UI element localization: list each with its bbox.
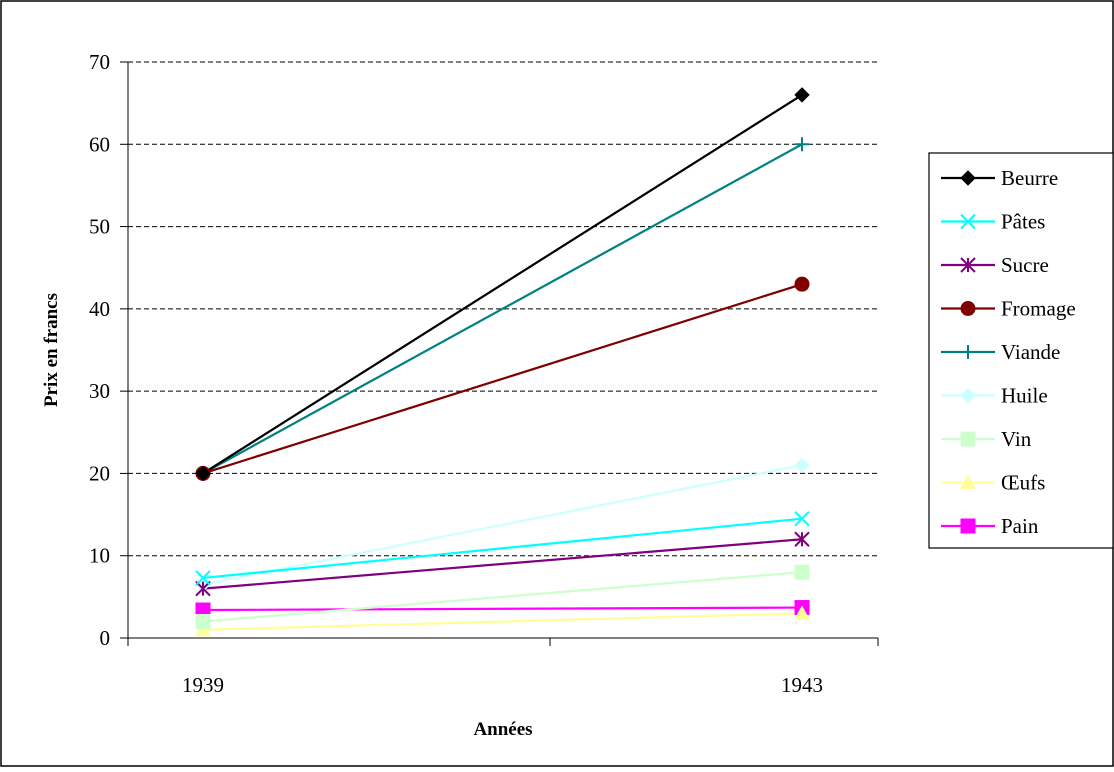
legend-label: Huile [1001, 384, 1048, 408]
series-line-3 [202, 283, 803, 475]
legend-label: Vin [1001, 427, 1032, 451]
legend-item: Œufs [941, 471, 1045, 495]
y-tick-label: 70 [89, 50, 110, 74]
legend-marker [960, 301, 976, 316]
y-tick-label: 40 [89, 297, 110, 321]
x-tick-label: 1939 [182, 673, 224, 697]
legend-marker [960, 431, 976, 447]
legend-marker [960, 213, 976, 230]
legend-label: Pain [1001, 514, 1039, 538]
y-tick-label: 30 [89, 379, 110, 403]
y-tick-label: 60 [89, 132, 110, 156]
legend-label: Fromage [1001, 297, 1076, 321]
data-point [794, 510, 810, 527]
legend-marker [960, 257, 976, 273]
y-tick-label: 0 [100, 626, 111, 650]
y-tick-label: 10 [89, 544, 110, 568]
legend-marker [960, 474, 976, 489]
series-line-4 [202, 143, 803, 475]
legend: Beurre Pâtes Sucre Fromage Viande Huile Vin Œuf… [928, 152, 1114, 549]
legend-label: Sucre [1001, 253, 1049, 277]
legend-item: Sucre [941, 253, 1049, 277]
legend-marker [960, 170, 976, 186]
data-point [794, 564, 810, 580]
series-line-1 [202, 517, 803, 580]
y-tick-label: 50 [89, 215, 110, 239]
x-axis-title: Années [473, 719, 532, 740]
legend-item: Pain [941, 514, 1039, 538]
series-line-0 [202, 93, 803, 475]
legend-item: Vin [941, 427, 1032, 451]
legend-label: Pâtes [1001, 210, 1045, 234]
legend-item: Huile [941, 384, 1048, 408]
legend-item: Viande [941, 340, 1060, 364]
legend-marker [961, 345, 975, 359]
x-tick-labels: 1939 1943 [182, 673, 823, 697]
data-point [195, 465, 211, 482]
data-point [195, 570, 211, 586]
y-axis-title: Prix en francs [41, 293, 62, 407]
data-point [794, 457, 810, 473]
legend-label: Beurre [1001, 166, 1058, 190]
data-point [794, 87, 810, 103]
legend-item: Pâtes [941, 210, 1045, 234]
data-point [795, 137, 809, 152]
y-tick-label: 20 [89, 461, 110, 485]
legend-label: Œufs [1001, 471, 1045, 495]
x-tick-label: 1943 [781, 673, 823, 697]
series-line-8 [202, 606, 803, 612]
y-tick-labels: 0 10 20 30 40 50 60 70 [89, 50, 110, 650]
legend-item: Beurre [941, 166, 1058, 190]
series-line-5 [202, 464, 803, 586]
series-lines [202, 93, 803, 631]
data-point [794, 605, 810, 620]
legend-item: Fromage [941, 297, 1076, 321]
legend-marker [960, 387, 976, 404]
series-line-6 [202, 571, 803, 623]
data-point [195, 614, 211, 630]
data-point [794, 276, 810, 292]
series-line-7 [202, 612, 803, 631]
legend-marker [960, 518, 976, 534]
series-markers [195, 87, 810, 637]
data-point [794, 531, 810, 547]
legend-label: Viande [1001, 340, 1060, 364]
gridlines [128, 61, 878, 557]
axes [120, 61, 879, 646]
series-line-2 [202, 538, 803, 590]
data-point [195, 621, 211, 637]
